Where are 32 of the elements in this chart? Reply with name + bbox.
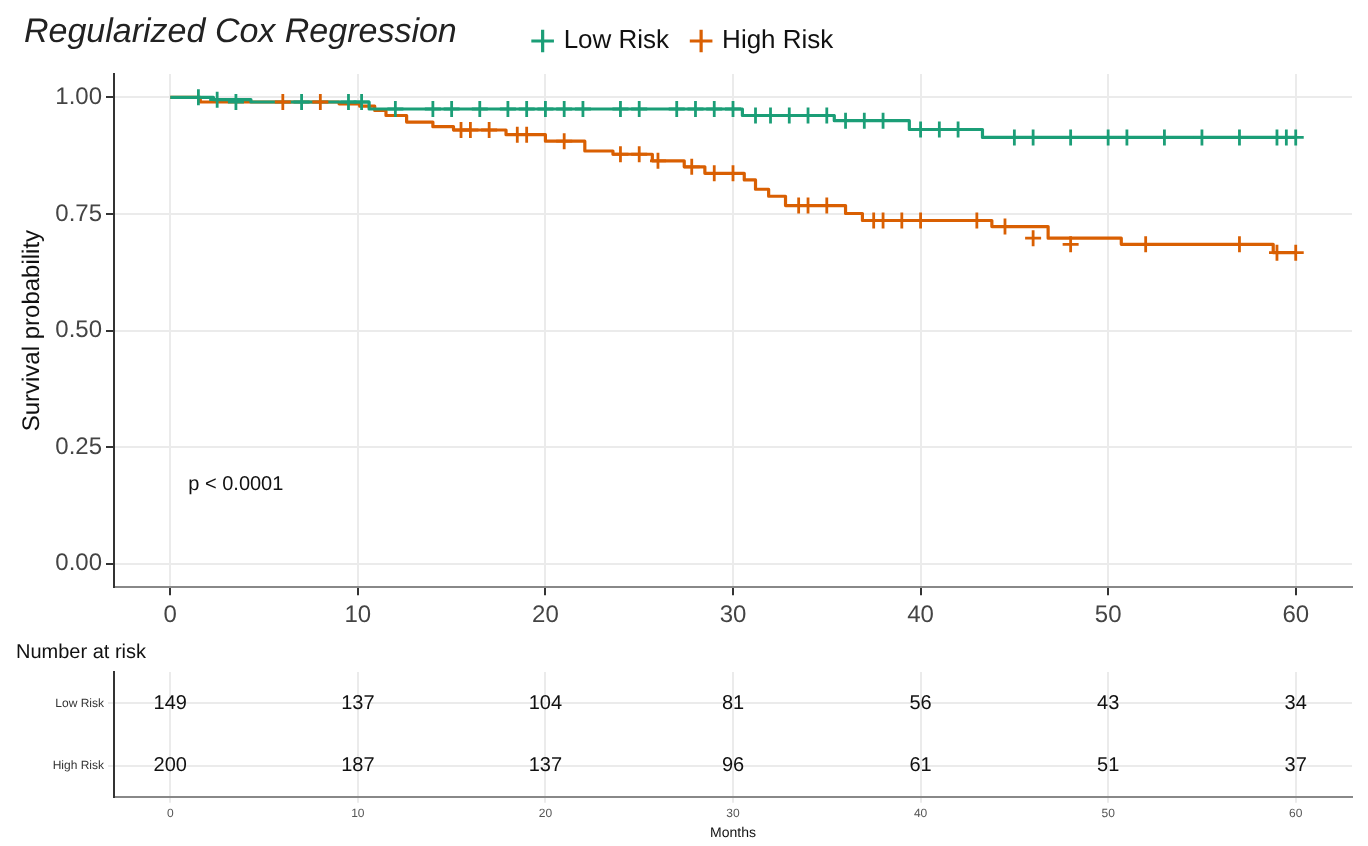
chart-title: Number at risk xyxy=(16,641,149,664)
data-label: 187 xyxy=(341,755,376,778)
x-tick-label: 10 xyxy=(344,600,372,629)
data-label: 137 xyxy=(341,692,376,715)
x-tick-label: 40 xyxy=(907,600,935,629)
x-tick-label: 20 xyxy=(532,600,560,629)
data-label: 56 xyxy=(909,692,933,715)
data-label: 104 xyxy=(528,692,563,715)
y-tick-label: 0.00 xyxy=(55,548,103,577)
annotation: p < 0.0001 xyxy=(188,474,285,497)
data-label: 43 xyxy=(1097,692,1121,715)
data-label: 51 xyxy=(1097,755,1121,778)
data-label: 149 xyxy=(153,692,188,715)
data-label: 34 xyxy=(1284,692,1308,715)
data-label: 37 xyxy=(1284,755,1308,778)
x-tick-label: 0 xyxy=(163,600,178,629)
legend-label: Low Risk xyxy=(563,24,671,55)
data-label: 61 xyxy=(909,755,933,778)
y-axis-title: Survival probability xyxy=(17,229,46,432)
y-tick-label: 0.25 xyxy=(55,431,103,460)
data-label: 96 xyxy=(721,755,745,778)
y-tick-label: 1.00 xyxy=(55,81,103,110)
data-label: 137 xyxy=(528,755,563,778)
x-tick-label: 60 xyxy=(1282,600,1310,629)
data-label: 81 xyxy=(721,692,745,715)
chart-title: Regularized Cox Regression xyxy=(24,12,457,52)
x-tick-label: 30 xyxy=(719,600,747,629)
y-tick-label: 0.50 xyxy=(55,315,103,344)
x-tick-label: 50 xyxy=(1094,600,1123,629)
data-label: 200 xyxy=(153,755,188,778)
y-tick-label: 0.75 xyxy=(55,198,103,227)
legend-label: High Risk xyxy=(722,24,835,55)
